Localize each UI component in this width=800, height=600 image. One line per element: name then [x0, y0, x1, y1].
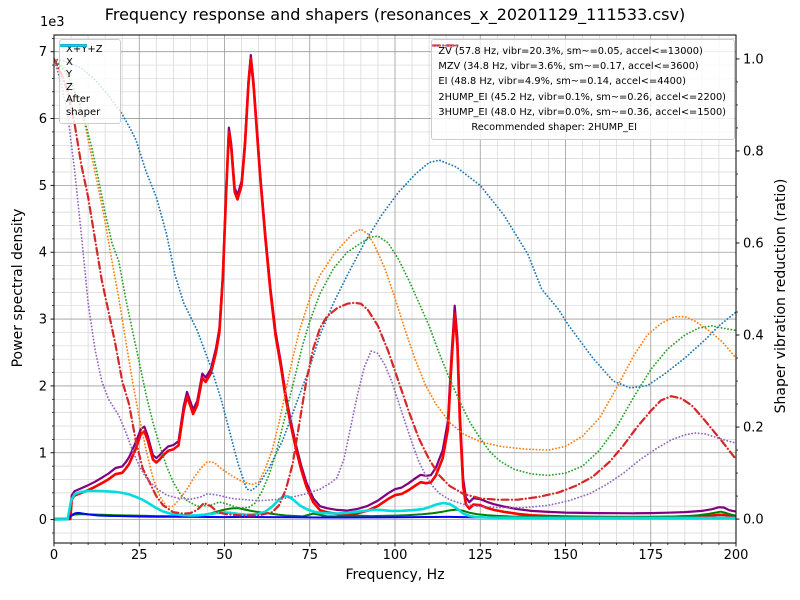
legend-item: MZV (34.8 Hz, vibr=3.6%, sm~=0.17, accel… [432, 44, 726, 74]
y-right-tick-label: 0.2 [743, 421, 764, 436]
y-left-tick-label: 0 [39, 513, 47, 528]
x-tick-label: 125 [468, 548, 493, 563]
x-tick-label: 150 [553, 548, 578, 563]
series-after-shaper [54, 489, 736, 521]
legend-item: Y [60, 44, 112, 82]
legend-item: EI (48.8 Hz, vibr=4.9%, sm~=0.14, accel<… [432, 44, 726, 89]
legend-item: Z [60, 44, 112, 95]
legend-item-label: After shaper [66, 94, 101, 118]
x-axis-label: Frequency, Hz [345, 567, 445, 583]
series-2hump-ei [54, 57, 736, 517]
legend-item-label: EI (48.8 Hz, vibr=4.9%, sm~=0.14, accel<… [438, 76, 686, 88]
y-right-tick-label: 0.4 [743, 329, 764, 344]
x-tick-label: 50 [216, 548, 233, 563]
recommended-shaper-text: Recommended shaper: 2HUMP_EI [471, 121, 638, 133]
legend-item-label: X [66, 56, 73, 68]
y-left-tick-label: 7 [39, 45, 47, 60]
legend-item-label: X+Y+Z [66, 44, 103, 55]
axis-ticks: 0 25 50 75 100 125 150 175 200 0 1 2 3 4 5 6 7 0.0 0.2 0.4 0… [39, 37, 764, 563]
legend-item: 2HUMP_EI (45.2 Hz, vibr=0.1%, sm~=0.26, … [432, 44, 726, 105]
series-3hump-ei [54, 58, 736, 509]
series-x [54, 57, 736, 521]
legend-item-label: MZV (34.8 Hz, vibr=3.6%, sm~=0.17, accel… [438, 61, 699, 73]
y-right-tick-label: 0.8 [743, 144, 764, 159]
legend-item-label: 3HUMP_EI (48.0 Hz, vibr=0.0%, sm~=0.36, … [438, 106, 726, 118]
legend-shapers: ZV (57.8 Hz, vibr=20.3%, sm~=0.05, accel… [431, 39, 735, 141]
y-left-tick-label: 2 [39, 379, 47, 394]
y-axis-left-label: Power spectral density [10, 208, 26, 368]
y-right-tick-label: 0.0 [743, 513, 764, 528]
x-tick-label: 0 [50, 548, 58, 563]
legend-item-label: 2HUMP_EI (45.2 Hz, vibr=0.1%, sm~=0.26, … [438, 91, 726, 103]
y-right-tick-label: 0.6 [743, 236, 764, 251]
x-tick-label: 100 [383, 548, 408, 563]
x-tick-label: 25 [131, 548, 148, 563]
legend-item-label: ZV (57.8 Hz, vibr=20.3%, sm~=0.05, accel… [438, 46, 703, 57]
legend-item: X [60, 44, 112, 70]
y-axis-offset-text: 1e3 [40, 15, 65, 30]
chart-title: Frequency response and shapers (resonanc… [104, 5, 686, 24]
series-zv [54, 58, 736, 492]
legend-psd: X+Y+Z X Y Z After shaper [59, 39, 121, 124]
y-axis-right-label: Shaper vibration reduction (ratio) [773, 178, 789, 414]
legend-item: 3HUMP_EI (48.0 Hz, vibr=0.0%, sm~=0.36, … [432, 44, 726, 120]
legend-item: After shaper [60, 44, 112, 119]
series-ei [54, 58, 736, 509]
x-tick-label: 175 [638, 548, 663, 563]
legend-item-label: Z [66, 81, 73, 93]
y-left-tick-label: 6 [39, 112, 47, 127]
legend-swatch-3hump_ei [432, 44, 460, 47]
x-tick-label: 75 [301, 548, 318, 563]
x-tick-label: 200 [724, 548, 749, 563]
legend-swatch-after [60, 44, 87, 47]
legend-item-label: Y [66, 69, 73, 80]
series-mzv [54, 58, 736, 508]
y-right-tick-label: 1.0 [743, 52, 764, 67]
y-left-tick-label: 4 [39, 246, 47, 261]
y-left-tick-label: 5 [39, 179, 47, 194]
y-left-tick-label: 1 [39, 446, 47, 461]
series-group [54, 54, 736, 521]
y-left-tick-label: 3 [39, 313, 47, 328]
legend-item: ZV (57.8 Hz, vibr=20.3%, sm~=0.05, accel… [432, 44, 726, 59]
